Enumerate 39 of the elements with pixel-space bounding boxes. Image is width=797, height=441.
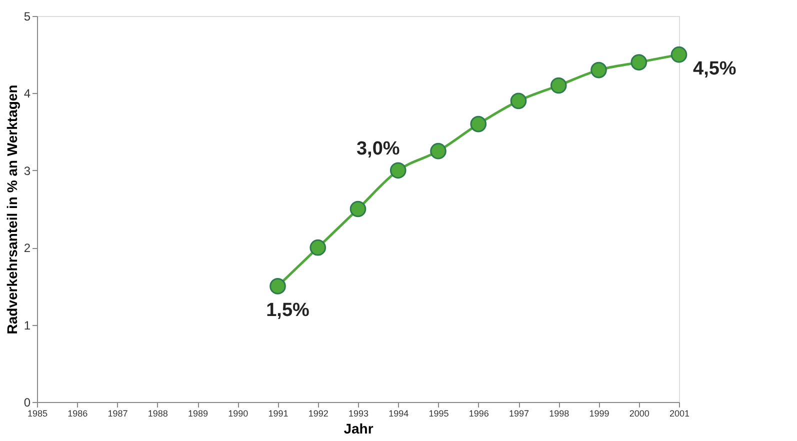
annotation: 4,5% [693, 58, 736, 80]
y-tick-label: 3 [24, 164, 31, 178]
x-tick-label: 1985 [27, 408, 48, 418]
x-tick-label: 1995 [428, 408, 449, 418]
point [590, 62, 607, 78]
x-tick-label: 1996 [468, 408, 489, 418]
point [550, 77, 567, 94]
x-tick-label: 1987 [108, 408, 128, 418]
x-tick-label: 1991 [268, 408, 288, 418]
x-tick-label: 1994 [388, 408, 409, 418]
point [390, 162, 406, 179]
x-tick-label: 1997 [508, 408, 530, 418]
y-tick-label: 0 [24, 396, 31, 410]
y-axis-title: Radverkehrsanteil in % an Werktagen [4, 84, 20, 334]
y-tick-label: 5 [24, 10, 31, 24]
point [310, 239, 326, 256]
x-axis-title: Jahr [344, 420, 374, 436]
x-tick-label: 1998 [549, 408, 570, 418]
x-tick-label: 2001 [669, 408, 690, 418]
point [670, 46, 688, 63]
point [270, 278, 286, 294]
annotation: 3,0% [356, 138, 400, 160]
point [630, 54, 648, 70]
point [510, 92, 527, 110]
x-tick-label: 1999 [589, 408, 610, 418]
x-tick-label: 2000 [629, 408, 650, 418]
y-tick-label: 2 [24, 241, 31, 256]
x-tick-label: 1989 [188, 408, 208, 418]
point [430, 142, 446, 160]
y-tick-label: 1 [24, 318, 31, 332]
x-tick-label: 1986 [68, 408, 88, 418]
x-tick-label: 1990 [228, 408, 248, 418]
annotation: 1,5% [266, 300, 310, 322]
y-tick-label: 4 [24, 86, 31, 101]
point [470, 116, 487, 132]
x-tick-label: 1992 [308, 408, 328, 418]
point [350, 200, 366, 218]
x-tick-label: 1988 [148, 408, 168, 418]
x-tick-label: 1993 [348, 408, 369, 418]
